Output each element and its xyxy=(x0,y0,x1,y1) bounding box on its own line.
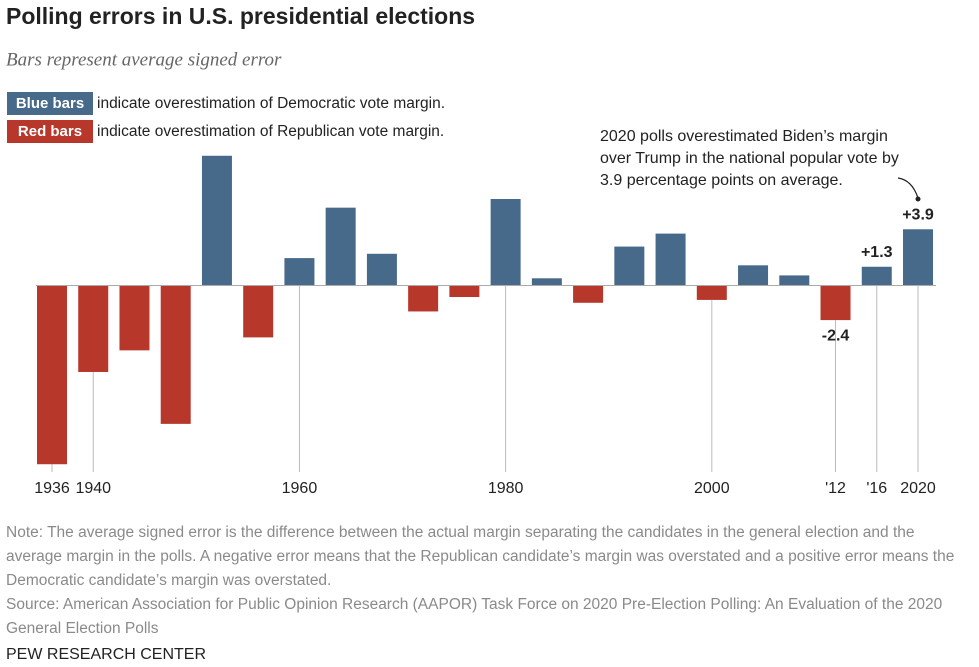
bar xyxy=(490,199,521,286)
bar xyxy=(614,246,645,286)
bar xyxy=(201,155,232,286)
x-tick-label: 1980 xyxy=(488,480,524,497)
bar xyxy=(738,265,769,286)
chart-title: Polling errors in U.S. presidential elec… xyxy=(6,3,475,29)
chart: Polling errors in U.S. presidential elec… xyxy=(6,3,936,497)
bar xyxy=(573,285,604,303)
x-tick-label: '12 xyxy=(825,480,846,497)
footer: PEW RESEARCH CENTER xyxy=(6,646,207,663)
x-tick-label: 2000 xyxy=(694,480,730,497)
value-label: -2.4 xyxy=(822,327,850,344)
subtitle: Bars represent average signed error xyxy=(6,49,282,70)
legend-label: Red bars xyxy=(18,123,82,140)
value-label: +3.9 xyxy=(902,206,934,223)
bar xyxy=(243,285,274,338)
bar xyxy=(408,285,439,312)
legend-label: Blue bars xyxy=(16,95,84,112)
bar xyxy=(78,285,109,372)
source: Source: American Association for Public … xyxy=(6,596,943,637)
bar xyxy=(449,285,480,298)
x-tick-label: 1960 xyxy=(282,480,318,497)
bar xyxy=(366,253,397,286)
annotation-arrow xyxy=(897,177,919,199)
annotation: over Trump in the national popular vote … xyxy=(600,150,899,167)
annotation: 3.9 percentage points on average. xyxy=(600,172,843,189)
x-tick-label: 1940 xyxy=(75,480,111,497)
x-tick-label: 1936 xyxy=(34,480,70,497)
x-tick-label: '16 xyxy=(866,480,887,497)
bar xyxy=(325,207,356,286)
bar xyxy=(284,258,315,286)
bar xyxy=(37,285,67,465)
bar xyxy=(903,229,933,286)
legend-swatch xyxy=(7,92,93,115)
value-label: +1.3 xyxy=(861,244,893,261)
annotation: 2020 polls overestimated Biden’s margin xyxy=(600,128,888,145)
bar xyxy=(655,233,686,286)
legend-text: indicate overestimation of Republican vo… xyxy=(97,123,444,140)
bar xyxy=(160,285,191,424)
bar xyxy=(820,285,851,321)
legend-swatch xyxy=(7,120,93,143)
bar xyxy=(779,275,810,286)
bar xyxy=(119,285,150,351)
bar xyxy=(696,285,727,300)
legend-text: indicate overestimation of Democratic vo… xyxy=(97,95,445,112)
note: Note: The average signed error is the di… xyxy=(6,524,955,589)
bar xyxy=(531,278,562,286)
x-tick-label: 2020 xyxy=(900,480,936,497)
bar xyxy=(861,266,892,286)
annotation-dot xyxy=(915,196,921,202)
